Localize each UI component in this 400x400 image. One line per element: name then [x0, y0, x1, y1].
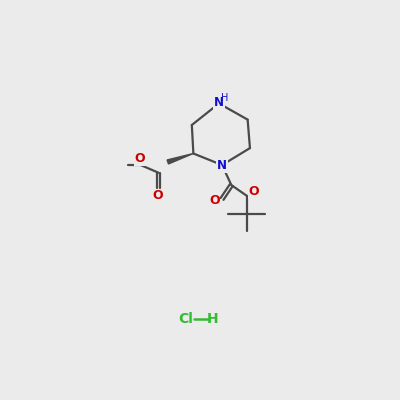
- Text: H: H: [222, 93, 229, 103]
- Text: N: N: [217, 158, 227, 172]
- Text: O: O: [210, 194, 220, 207]
- Text: O: O: [134, 152, 145, 165]
- Text: N: N: [214, 96, 224, 109]
- Text: Cl: Cl: [178, 312, 193, 326]
- Text: H: H: [207, 312, 218, 326]
- Polygon shape: [167, 154, 193, 164]
- Text: O: O: [152, 188, 163, 202]
- Text: O: O: [248, 186, 259, 198]
